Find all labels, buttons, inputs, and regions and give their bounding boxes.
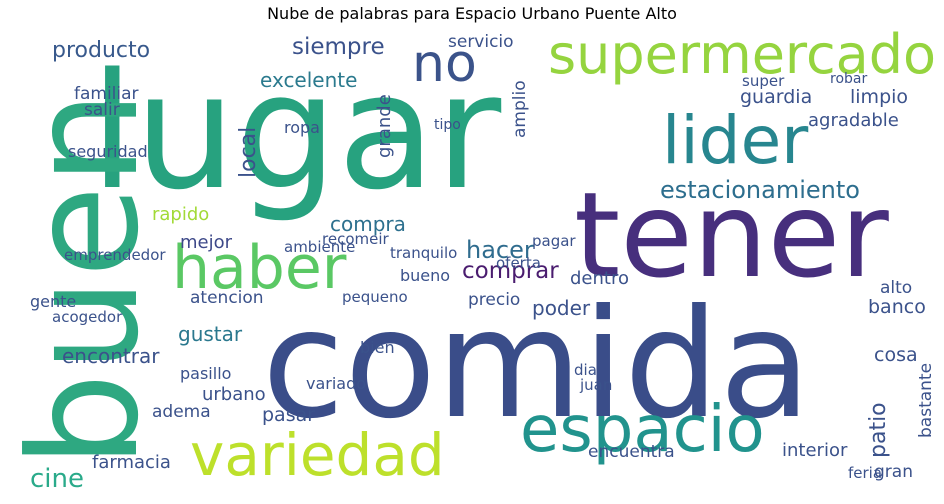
cloud-word: producto [52, 38, 151, 63]
cloud-word: guardia [740, 86, 813, 108]
cloud-word: precio [468, 290, 521, 310]
cloud-word: tranquilo [390, 244, 458, 262]
cloud-word: comida [262, 278, 812, 452]
cloud-word: gran [874, 462, 913, 482]
cloud-word: seguridad [68, 142, 148, 161]
cloud-word: familiar [74, 84, 139, 104]
cloud-word: comprar [462, 258, 559, 284]
cloud-word: lider [662, 102, 809, 179]
cloud-word: salir [84, 100, 120, 120]
wordcloud-title: Nube de palabras para Espacio Urbano Pue… [267, 4, 677, 23]
cloud-word: dia [574, 361, 597, 379]
cloud-word: compra [330, 212, 406, 236]
cloud-word: bueno [400, 266, 451, 285]
cloud-word: estacionamiento [660, 176, 860, 204]
cloud-word: gustar [178, 322, 243, 346]
cloud-word: grande [374, 94, 395, 158]
cloud-word: interior [782, 440, 848, 461]
cloud-word: encontrar [62, 344, 160, 368]
cloud-word: banco [868, 296, 926, 318]
cloud-word: servicio [448, 32, 514, 52]
cloud-word: feria [848, 464, 883, 482]
cloud-word: tipo [434, 117, 461, 133]
cloud-word: recomeir [322, 230, 389, 248]
cloud-word: gente [30, 292, 77, 311]
cloud-word: juan [580, 376, 613, 394]
cloud-word: cosa [874, 344, 918, 366]
cloud-word: local [236, 126, 261, 178]
cloud-word: pagar [532, 232, 576, 250]
cloud-word: patio [866, 402, 891, 458]
cloud-word: ropa [284, 118, 320, 137]
cloud-word: bastante [916, 362, 934, 438]
cloud-word: excelente [260, 68, 358, 92]
cloud-word: robar [830, 71, 868, 87]
cloud-word: supermercado [548, 28, 934, 86]
cloud-word: urbano [202, 384, 266, 405]
cloud-word: atencion [190, 288, 264, 308]
word-cloud: lugar buen comida tener supermercado lider hab… [12, 28, 934, 495]
cloud-word: alto [880, 278, 913, 298]
cloud-word: espacio [520, 393, 765, 467]
cloud-word: mejor [180, 232, 233, 253]
cloud-word: oferta [496, 254, 541, 272]
cloud-word: pasillo [180, 364, 232, 383]
cloud-word: haber [172, 233, 347, 303]
cloud-word: ambiente [284, 238, 356, 256]
cloud-word: adema [152, 402, 211, 422]
cloud-word: pasar [262, 404, 316, 426]
cloud-word: bien [360, 338, 395, 357]
cloud-word: dentro [570, 268, 629, 289]
cloud-word: no [412, 34, 477, 94]
cloud-word: limpio [850, 86, 909, 108]
cloud-word: farmacia [92, 452, 171, 473]
cloud-word: super [742, 72, 785, 90]
cloud-word: amplio [510, 80, 530, 138]
cloud-word: rapido [152, 204, 210, 225]
cloud-word: emprendedor [64, 246, 166, 264]
cloud-word: encuentra [588, 442, 675, 462]
cloud-word: cine [30, 464, 84, 494]
cloud-word: tener [574, 166, 889, 304]
cloud-word: poder [532, 296, 591, 320]
cloud-word: lugar [90, 38, 502, 225]
cloud-word: agradable [808, 110, 899, 131]
cloud-word: variado [306, 374, 367, 393]
cloud-word: acogedor [52, 308, 123, 326]
cloud-word: variedad [190, 421, 445, 489]
cloud-word: hacer [466, 236, 534, 264]
cloud-word: pequeno [342, 288, 408, 306]
cloud-word: siempre [292, 34, 385, 60]
